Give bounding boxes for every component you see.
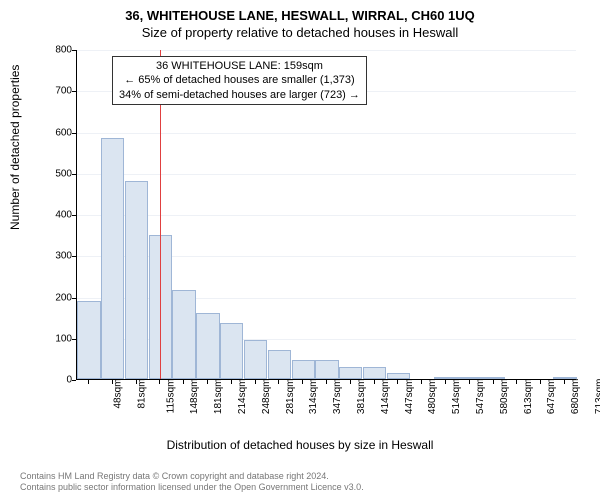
x-tick	[278, 380, 279, 384]
histogram-bar	[196, 313, 219, 379]
y-tick-label: 400	[42, 210, 72, 221]
chart-container: 36 WHITEHOUSE LANE: 159sqm← 65% of detac…	[46, 50, 576, 410]
x-tick	[159, 380, 160, 384]
x-tick-label: 647sqm	[547, 379, 558, 415]
x-axis-label: Distribution of detached houses by size …	[0, 438, 600, 452]
x-tick	[421, 380, 422, 384]
x-tick	[255, 380, 256, 384]
x-tick	[493, 380, 494, 384]
annotation-box: 36 WHITEHOUSE LANE: 159sqm← 65% of detac…	[112, 56, 367, 105]
x-tick	[445, 380, 446, 384]
x-tick	[207, 380, 208, 384]
histogram-bar	[220, 323, 243, 379]
x-tick-label: 314sqm	[308, 379, 319, 415]
x-tick-label: 613sqm	[523, 379, 534, 415]
y-tick	[72, 298, 76, 299]
y-gridline	[77, 133, 576, 134]
y-tick-label: 500	[42, 168, 72, 179]
x-tick	[540, 380, 541, 384]
chart-subtitle: Size of property relative to detached ho…	[0, 23, 600, 40]
y-gridline	[77, 50, 576, 51]
y-axis-label: Number of detached properties	[8, 65, 22, 230]
y-tick	[72, 91, 76, 92]
x-tick-label: 148sqm	[189, 379, 200, 415]
histogram-bar	[77, 301, 100, 379]
y-tick	[72, 174, 76, 175]
y-tick	[72, 380, 76, 381]
x-tick	[302, 380, 303, 384]
x-tick-label: 680sqm	[570, 379, 581, 415]
y-tick-label: 600	[42, 127, 72, 138]
histogram-bar	[292, 360, 315, 379]
histogram-bar	[363, 367, 386, 379]
x-tick-label: 281sqm	[285, 379, 296, 415]
x-tick	[136, 380, 137, 384]
y-gridline	[77, 174, 576, 175]
x-tick	[183, 380, 184, 384]
annotation-line: 34% of semi-detached houses are larger (…	[119, 88, 360, 102]
histogram-bar	[268, 350, 291, 379]
y-tick-label: 200	[42, 292, 72, 303]
y-tick	[72, 256, 76, 257]
x-tick-label: 248sqm	[261, 379, 272, 415]
x-tick-label: 381sqm	[356, 379, 367, 415]
x-tick	[564, 380, 565, 384]
y-tick-label: 700	[42, 86, 72, 97]
x-tick-label: 480sqm	[428, 379, 439, 415]
x-tick-label: 214sqm	[237, 379, 248, 415]
histogram-bar	[244, 340, 267, 379]
x-tick-label: 81sqm	[136, 379, 147, 409]
y-tick-label: 0	[42, 375, 72, 386]
x-tick	[350, 380, 351, 384]
y-tick	[72, 215, 76, 216]
x-tick-label: 514sqm	[451, 379, 462, 415]
histogram-bar	[339, 367, 362, 379]
x-tick	[112, 380, 113, 384]
footer-line-1: Contains HM Land Registry data © Crown c…	[20, 471, 364, 483]
annotation-line: ← 65% of detached houses are smaller (1,…	[119, 73, 360, 87]
x-tick	[88, 380, 89, 384]
y-tick-label: 100	[42, 333, 72, 344]
y-tick-label: 800	[42, 45, 72, 56]
y-tick-label: 300	[42, 251, 72, 262]
plot-area: 36 WHITEHOUSE LANE: 159sqm← 65% of detac…	[76, 50, 576, 380]
histogram-bar	[315, 360, 338, 379]
y-tick	[72, 133, 76, 134]
x-tick-label: 347sqm	[332, 379, 343, 415]
y-tick	[72, 339, 76, 340]
chart-title: 36, WHITEHOUSE LANE, HESWALL, WIRRAL, CH…	[0, 0, 600, 23]
x-tick-label: 547sqm	[475, 379, 486, 415]
footer-attribution: Contains HM Land Registry data © Crown c…	[20, 471, 364, 494]
x-tick	[326, 380, 327, 384]
x-tick-label: 713sqm	[594, 379, 600, 415]
x-tick-label: 115sqm	[165, 379, 176, 414]
footer-line-2: Contains public sector information licen…	[20, 482, 364, 494]
x-tick-label: 181sqm	[213, 379, 224, 415]
y-tick	[72, 50, 76, 51]
histogram-bar	[125, 181, 148, 379]
x-tick-label: 48sqm	[112, 379, 123, 409]
x-tick	[516, 380, 517, 384]
x-tick-label: 414sqm	[380, 379, 391, 415]
x-tick-label: 580sqm	[499, 379, 510, 415]
y-gridline	[77, 215, 576, 216]
x-tick	[231, 380, 232, 384]
annotation-line: 36 WHITEHOUSE LANE: 159sqm	[119, 59, 360, 73]
x-tick	[374, 380, 375, 384]
histogram-bar	[101, 138, 124, 379]
histogram-bar	[172, 290, 195, 379]
x-tick	[397, 380, 398, 384]
x-tick-label: 447sqm	[404, 379, 415, 415]
x-tick	[469, 380, 470, 384]
